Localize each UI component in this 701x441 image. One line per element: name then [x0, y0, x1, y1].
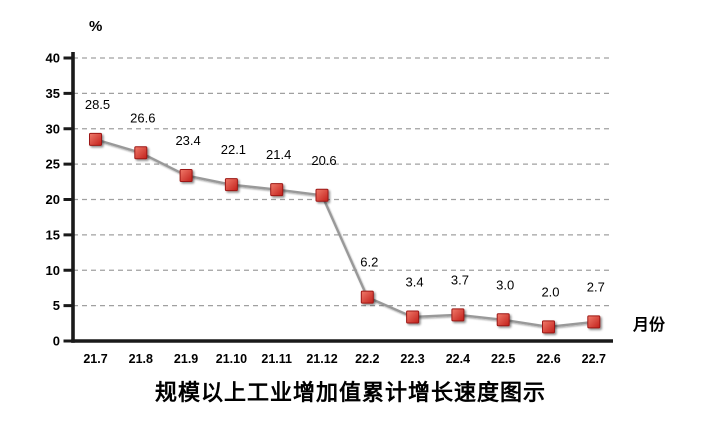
x-axis-tick-label: 21.9 [174, 352, 198, 366]
y-axis-tick-label: 10 [46, 263, 60, 278]
data-point-label: 20.6 [311, 153, 336, 168]
y-axis-tick-label: 15 [46, 227, 60, 242]
x-axis-tick-label: 22.6 [536, 352, 560, 366]
data-point-marker [360, 290, 374, 304]
data-point-marker [224, 178, 238, 192]
data-point-marker [451, 308, 465, 322]
data-point-label: 22.1 [221, 142, 246, 157]
y-axis-tick-label: 25 [46, 157, 60, 172]
x-axis-tick-label: 21.7 [83, 352, 107, 366]
data-point-marker [542, 320, 555, 334]
y-axis-tick-label: 30 [46, 121, 60, 136]
series-line [95, 138, 594, 329]
data-point-label: 28.5 [85, 97, 110, 112]
x-axis-tick-label: 22.3 [400, 352, 424, 366]
y-axis-tick-label: 0 [53, 334, 60, 349]
data-point-marker [270, 183, 284, 197]
x-axis-tick-label: 22.5 [491, 352, 515, 366]
data-point-label: 3.4 [406, 274, 424, 289]
data-point-marker [179, 168, 193, 182]
y-axis-tick-label: 5 [53, 298, 60, 313]
data-point-label: 2.7 [587, 279, 605, 294]
data-point-label: 6.2 [360, 255, 378, 270]
x-axis-tick-label: 21.11 [261, 352, 292, 366]
x-axis-tick-label: 21.8 [129, 352, 153, 366]
data-point-label: 3.7 [451, 272, 469, 287]
data-point-label: 23.4 [175, 133, 200, 148]
data-point-marker [134, 146, 148, 160]
y-axis-tick-label: 20 [46, 192, 60, 207]
x-axis-tick-label: 22.2 [355, 352, 379, 366]
y-axis-tick-label: 40 [46, 51, 60, 66]
data-point-label: 21.4 [266, 147, 291, 162]
data-point-marker [89, 132, 102, 146]
data-point-marker [496, 313, 510, 327]
data-point-label: 3.0 [496, 277, 514, 292]
data-point-marker [587, 315, 601, 329]
data-point-marker [406, 310, 420, 324]
data-point-marker [315, 188, 329, 202]
chart-title: 规模以上工业增加值累计增长速度图示 [154, 380, 546, 405]
x-axis-unit-label: 月份 [633, 317, 666, 334]
data-point-label: 26.6 [130, 110, 155, 125]
x-axis-tick-label: 22.4 [446, 352, 470, 366]
y-axis-tick-label: 35 [46, 86, 60, 101]
data-point-label: 2.0 [541, 284, 559, 299]
y-axis-unit-label: % [89, 18, 103, 35]
x-axis-tick-label: 21.10 [216, 352, 247, 366]
x-axis-tick-label: 21.12 [306, 352, 337, 366]
x-axis-tick-label: 22.7 [582, 352, 606, 366]
